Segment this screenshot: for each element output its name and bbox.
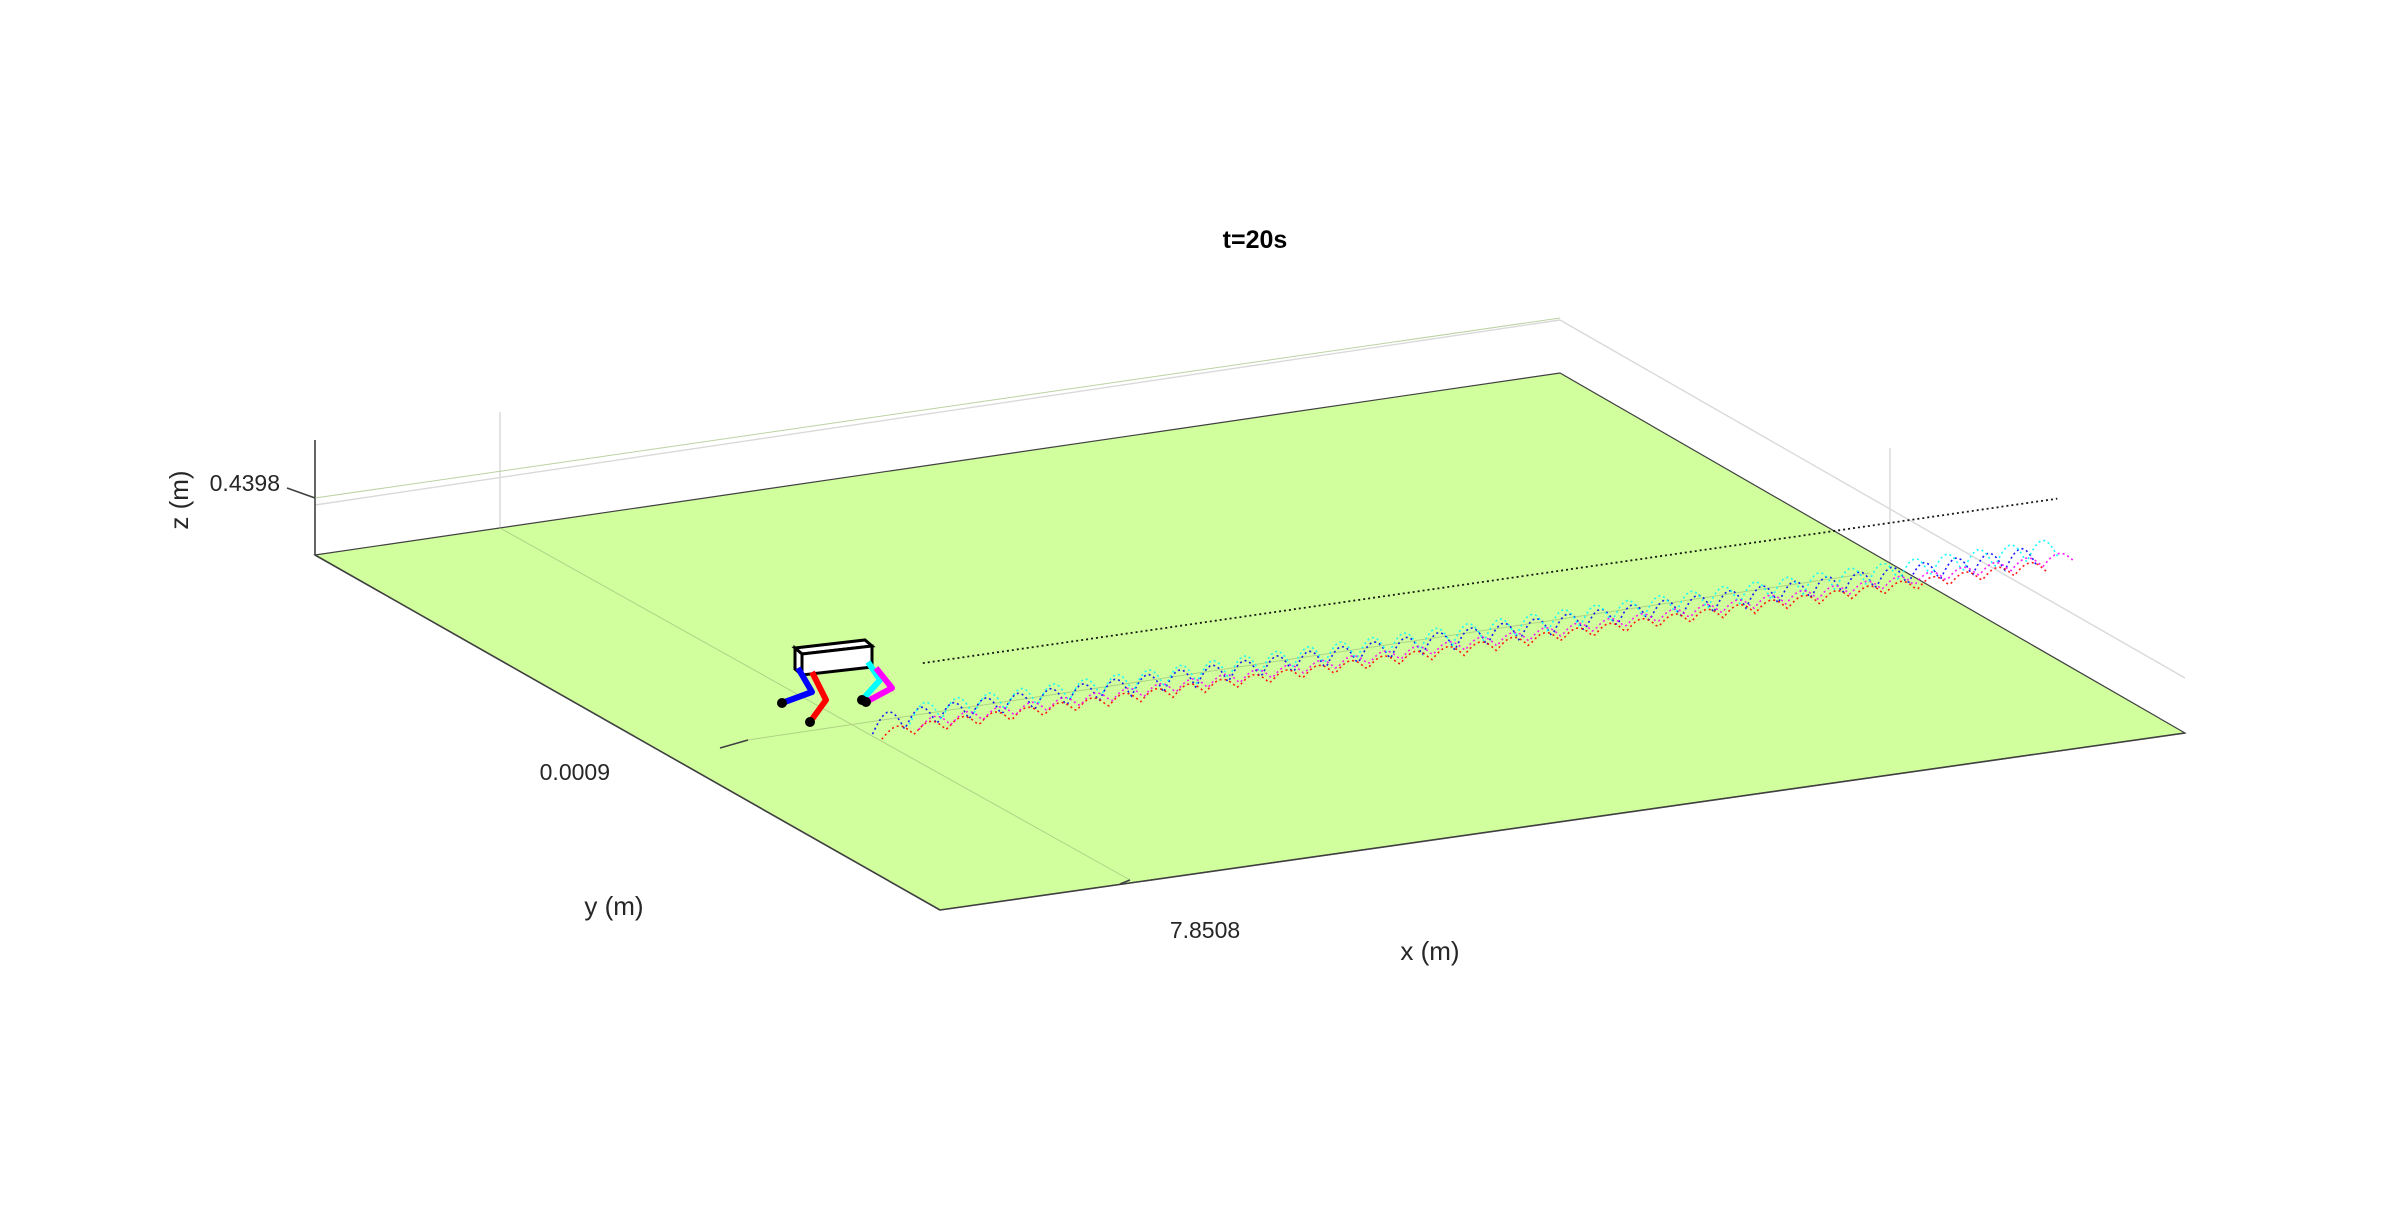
foot-blue <box>777 698 787 708</box>
foot-trajectories <box>871 497 2076 740</box>
z-tick-label: 0.4398 <box>210 470 280 496</box>
y-tick-label: 0.0009 <box>540 759 610 785</box>
grid-lines <box>314 317 1871 881</box>
z-axis-label: z (m) <box>164 470 194 529</box>
x-tick-mark <box>1119 879 1131 885</box>
ground-plane <box>313 372 2187 911</box>
x-tick-label: 7.8508 <box>1170 917 1240 943</box>
grid-line-x-tick <box>499 527 1131 881</box>
x-axis-label: x (m) <box>1400 936 1459 966</box>
x-axis-line <box>939 732 2186 911</box>
robot-model <box>777 638 895 727</box>
leg-magenta <box>864 666 895 705</box>
chart-title: t=20s <box>1223 226 1288 254</box>
trajectory-1 <box>881 561 2047 740</box>
leg-cyan <box>859 660 883 703</box>
tick-marks <box>286 487 1131 885</box>
foot-red <box>805 717 815 727</box>
leg-red <box>807 670 829 724</box>
y-tick-mark <box>719 739 749 749</box>
axes-box <box>314 319 2186 679</box>
trajectory-3 <box>918 552 2076 731</box>
trajectory-0 <box>871 547 2038 735</box>
grid-line-z-tick <box>314 317 1561 499</box>
leg-blue <box>780 666 815 706</box>
grid-line-y-tick <box>747 572 1871 741</box>
trajectory-4 <box>922 497 2058 664</box>
foot-magenta <box>861 697 871 707</box>
box-edge-top-right <box>1559 319 2186 679</box>
box-edge-top-left <box>314 319 1561 506</box>
robot-body <box>791 638 876 679</box>
y-axis-line <box>314 554 941 911</box>
y-axis-label: y (m) <box>584 891 643 921</box>
z-tick-mark <box>286 487 316 499</box>
